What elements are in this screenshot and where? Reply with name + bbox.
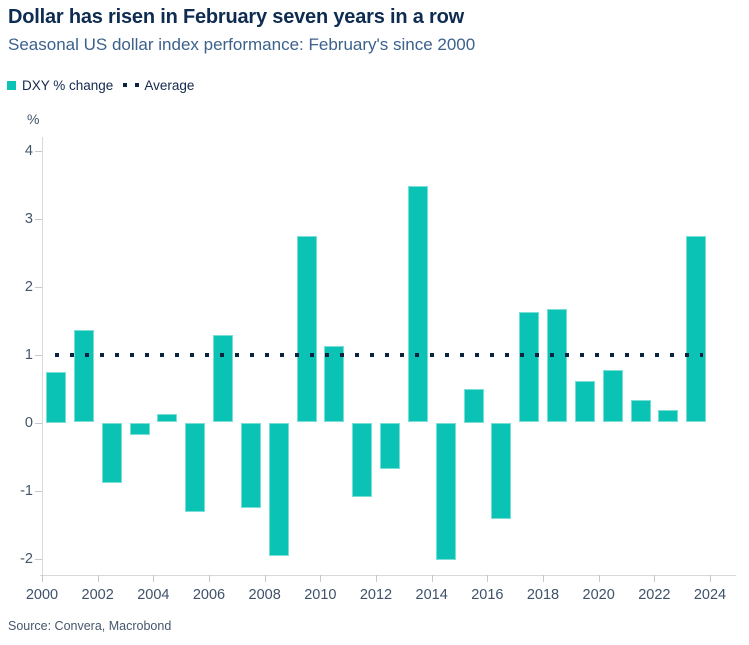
y-axis-unit-label: %: [27, 111, 40, 127]
series-swatch-icon: [7, 80, 16, 90]
y-tick: [35, 218, 42, 220]
y-tick-label: 4: [24, 142, 33, 159]
legend: DXY % change Average: [7, 77, 194, 93]
average-line: [55, 352, 703, 357]
chart-subtitle: Seasonal US dollar index performance: Fe…: [8, 35, 476, 54]
x-tick-label: 2012: [359, 587, 393, 603]
x-tick-label: 2018: [526, 587, 560, 603]
bar-2022: [658, 410, 679, 423]
x-tick: [710, 575, 711, 582]
bar-2023: [686, 236, 707, 423]
bar-2013: [407, 185, 428, 423]
bar-2001: [73, 330, 94, 423]
bar-2012: [380, 422, 400, 470]
y-tick-label: -1: [20, 482, 33, 499]
bar-2004: [157, 414, 178, 423]
x-tick-label: 2020: [582, 587, 615, 603]
x-tick: [598, 575, 600, 582]
bar-2009: [296, 236, 317, 423]
x-tick: [153, 575, 155, 582]
bar-2011: [352, 422, 373, 498]
source-note: Source: Convera, Macrobond: [8, 619, 172, 633]
legend-average-label: Average: [144, 77, 195, 93]
x-tick: [543, 575, 544, 582]
x-tick: [320, 575, 322, 582]
x-tick: [209, 575, 210, 582]
chart-title: Dollar has risen in February seven years…: [8, 6, 464, 28]
bar-2007: [240, 422, 261, 508]
x-tick-label: 2014: [415, 587, 448, 603]
bar-2020: [602, 370, 623, 423]
x-tick-label: 2010: [304, 587, 337, 603]
y-tick-label: 0: [24, 414, 33, 431]
x-tick-label: 2006: [192, 587, 226, 603]
x-axis-line: [40, 575, 736, 576]
bar-2021: [630, 400, 651, 423]
bar-2008: [268, 422, 289, 556]
x-tick-label: 2024: [693, 587, 727, 603]
y-tick: [35, 422, 42, 424]
bar-2016: [491, 422, 512, 520]
bar-2014: [435, 422, 456, 560]
x-tick-label: 2000: [25, 587, 59, 603]
bar-2015: [463, 388, 484, 423]
bar-2002: [101, 422, 122, 484]
x-tick-label: 2004: [137, 587, 170, 603]
y-tick-label: -2: [20, 550, 33, 567]
legend-series-label: DXY % change: [22, 77, 114, 93]
average-dotted-line-icon: [123, 83, 140, 87]
bar-2018: [547, 308, 567, 423]
y-tick: [35, 150, 42, 152]
x-tick: [376, 575, 377, 582]
x-tick: [431, 575, 433, 582]
bar-2000: [46, 371, 66, 423]
x-tick: [42, 575, 43, 582]
bar-2005: [185, 422, 206, 513]
y-tick: [35, 490, 42, 492]
x-tick: [97, 575, 99, 582]
y-axis-line: [42, 137, 43, 575]
y-tick-label: 1: [24, 346, 33, 363]
x-tick-label: 2008: [248, 587, 281, 603]
y-tick-label: 3: [24, 210, 33, 227]
bar-2010: [324, 345, 345, 423]
y-tick-label: 2: [24, 278, 33, 295]
x-tick: [264, 575, 266, 582]
bar-2006: [213, 334, 233, 423]
y-tick: [35, 286, 42, 288]
x-tick-label: 2002: [81, 587, 114, 603]
bar-2003: [129, 422, 150, 436]
bar-2019: [574, 381, 595, 423]
y-tick: [35, 354, 42, 356]
x-tick-label: 2022: [638, 587, 671, 603]
x-tick: [654, 575, 656, 582]
bar-2017: [519, 312, 540, 423]
x-tick: [487, 575, 489, 582]
x-tick-label: 2016: [471, 587, 504, 603]
y-tick: [35, 558, 42, 560]
